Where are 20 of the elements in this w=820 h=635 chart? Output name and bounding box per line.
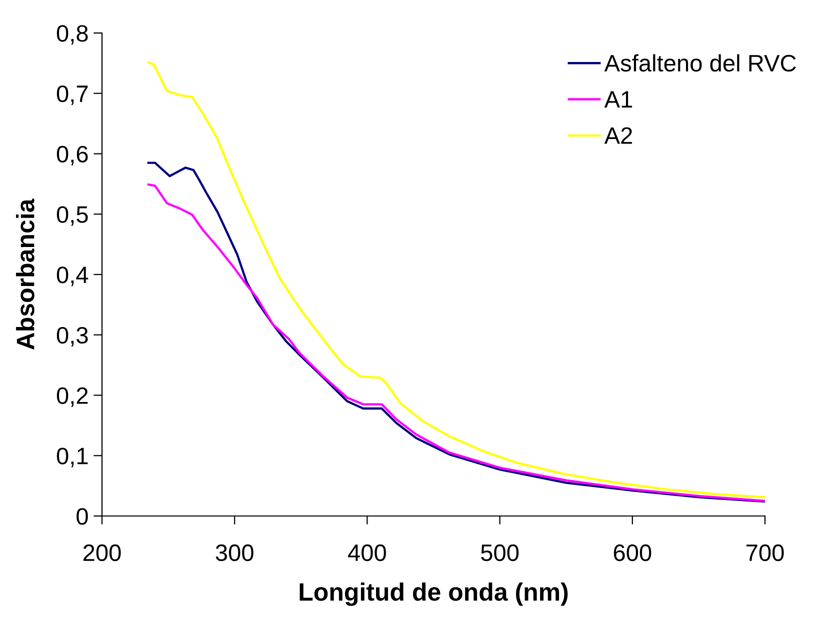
y-tick-label: 0,2 xyxy=(56,387,88,407)
y-tick-label: 0,7 xyxy=(56,85,88,105)
y-tick-label: 0,3 xyxy=(56,326,88,346)
y-tick-label: 0,5 xyxy=(56,206,88,226)
y-axis-title: Absorbancia xyxy=(16,198,34,350)
y-tick-label: 0 xyxy=(76,508,88,525)
legend-label: A1 xyxy=(604,91,632,108)
x-tick-label: 600 xyxy=(614,544,652,562)
x-tick-label: 200 xyxy=(83,544,121,562)
legend-label: Asfalteno del RVC xyxy=(604,54,796,72)
y-tick-label: 0,1 xyxy=(56,448,88,468)
x-tick-label: 500 xyxy=(481,544,519,562)
y-tick-label: 0,6 xyxy=(56,146,88,166)
x-tick-label: 700 xyxy=(746,544,784,562)
x-axis-title: Longitud de onda (nm) xyxy=(300,582,568,606)
x-tick-label: 300 xyxy=(216,544,254,562)
x-tick-label: 400 xyxy=(348,544,386,562)
y-tick-label: 0,8 xyxy=(56,25,88,45)
legend-label: A2 xyxy=(604,127,632,144)
y-tick-label: 0,4 xyxy=(56,266,88,286)
